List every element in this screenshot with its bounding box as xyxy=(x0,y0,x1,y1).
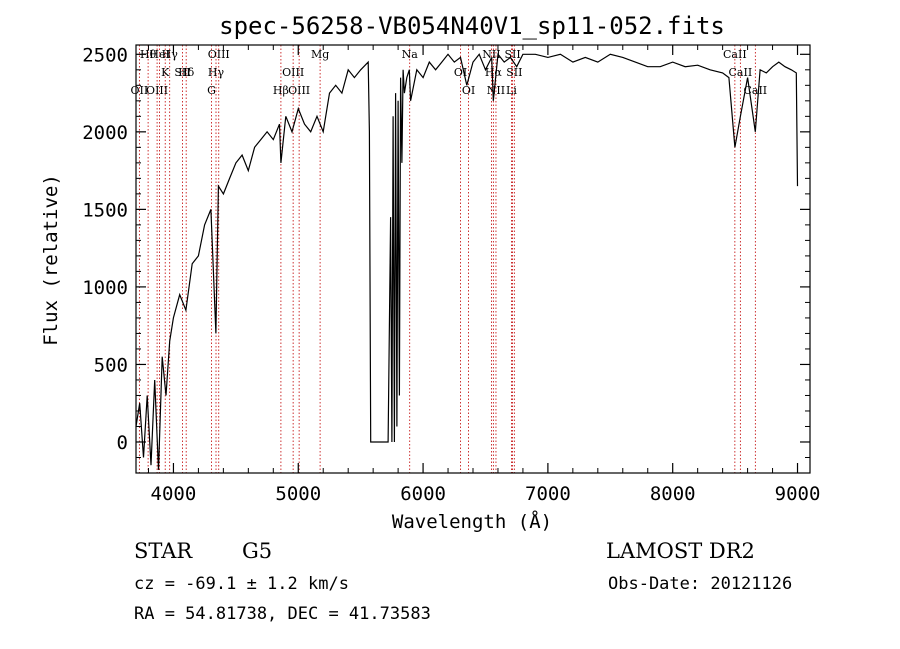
line-label: NII xyxy=(487,84,505,97)
line-label: OII xyxy=(131,84,149,97)
line-label: SII xyxy=(506,66,522,79)
x-axis: 4000 5000 6000 7000 8000 9000 xyxy=(147,45,821,505)
x-axis-label: Wavelength (Å) xyxy=(392,510,552,533)
line-label: K xyxy=(161,66,170,79)
y-tick-label: 1000 xyxy=(82,277,128,299)
x-tick-label: 8000 xyxy=(650,483,696,505)
line-label: SII xyxy=(174,66,190,79)
line-label: NII xyxy=(482,48,500,61)
x-tick-label: 6000 xyxy=(400,483,446,505)
y-axis: 0 500 1000 1500 2000 2500 xyxy=(82,44,810,458)
line-label: Hδ xyxy=(178,66,195,79)
line-label: OI xyxy=(454,66,467,79)
line-label: OIII xyxy=(208,48,230,61)
line-label: CaII xyxy=(723,48,747,61)
redshift-text: cz = -69.1 ± 1.2 km/s xyxy=(134,574,349,594)
y-tick-label: 2500 xyxy=(82,44,128,66)
y-tick-label: 500 xyxy=(94,354,128,376)
x-tick-label: 5000 xyxy=(275,483,321,505)
line-label: Hγ xyxy=(208,66,225,79)
line-label: Na xyxy=(402,48,419,61)
object-subclass: G5 xyxy=(242,539,272,563)
line-label: Hγ xyxy=(162,48,179,61)
y-tick-label: 2000 xyxy=(82,122,128,144)
y-tick-label: 0 xyxy=(117,432,128,454)
line-label: OIII xyxy=(282,66,304,79)
y-axis-label: Flux (relative) xyxy=(40,174,62,346)
line-label: CaII xyxy=(743,84,767,97)
survey-name: LAMOST DR2 xyxy=(606,539,755,563)
spectral-line-labels: Hθ K OII HeI Hδ OIII Hγ SII G OIII Hγ Hβ Mg OIII OIII N… xyxy=(131,48,768,97)
plot-frame xyxy=(135,44,811,474)
line-label: G xyxy=(207,84,216,97)
line-label: OIII xyxy=(146,84,168,97)
x-tick-label: 7000 xyxy=(525,483,571,505)
line-label: Hθ xyxy=(140,48,157,61)
x-tick-label: 4000 xyxy=(151,483,197,505)
object-class: STAR xyxy=(134,539,193,563)
line-label: Hβ xyxy=(273,84,289,97)
x-tick-label: 9000 xyxy=(775,483,821,505)
spectral-line-markers xyxy=(138,45,756,473)
line-label: SII xyxy=(504,48,520,61)
spectrum-series xyxy=(135,52,799,470)
line-label: Li xyxy=(506,84,517,97)
line-label: Mg xyxy=(311,48,329,61)
line-label: HeI xyxy=(149,48,169,61)
line-label: OI xyxy=(462,84,475,97)
line-label: OIII xyxy=(288,84,310,97)
chart-title: spec-56258-VB054N40V1_sp11-052.fits xyxy=(219,12,725,40)
line-label: CaII xyxy=(729,66,753,79)
obs-date: Obs-Date: 20121126 xyxy=(608,574,792,594)
line-label: Hα xyxy=(485,66,503,79)
y-tick-label: 1500 xyxy=(82,199,128,221)
coordinates: RA = 54.81738, DEC = 41.73583 xyxy=(134,604,431,624)
